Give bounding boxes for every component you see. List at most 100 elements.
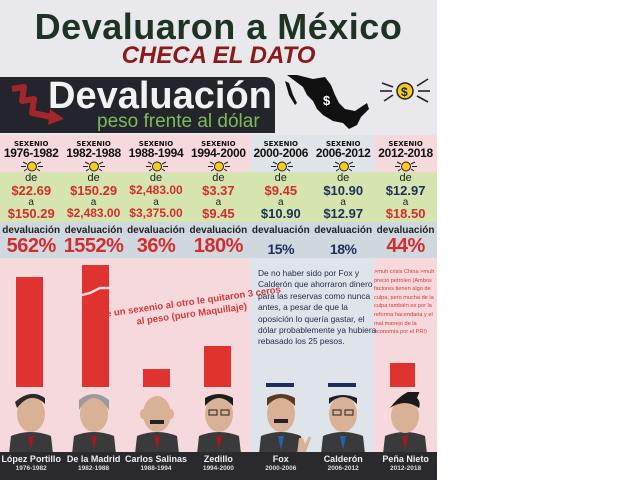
president-years: 1994-2000 xyxy=(202,465,234,472)
devaluation-value: 36% xyxy=(136,235,176,257)
president-name: Peña Nieto xyxy=(382,454,429,464)
dollar-coin-icon: $ xyxy=(380,78,430,103)
devaluation-label: devaluación xyxy=(314,225,373,236)
devaluation-label: devaluación xyxy=(251,225,310,236)
sexenio-label: SEXENIO xyxy=(76,140,111,148)
rate-from: $12.97 xyxy=(385,183,426,198)
president-years: 2000-2006 xyxy=(265,465,297,472)
dollar-coin-icon xyxy=(145,161,168,172)
sexenio-years: 1988-1994 xyxy=(128,146,184,160)
banner-subtitle: peso frente al dólar xyxy=(97,111,260,132)
devaluation-bar xyxy=(82,265,110,387)
dollar-coin-icon xyxy=(333,161,355,172)
sexenio-years: 1994-2000 xyxy=(191,146,246,160)
page-title: Devaluaron a México xyxy=(34,6,403,47)
devaluation-value: 44% xyxy=(386,235,425,257)
devaluation-value: 15% xyxy=(267,241,295,257)
sexenio-column-1994-2000: SEXENIO 1994-2000 de $3.37 a $9.45 deval… xyxy=(187,135,250,455)
bar-break-icon xyxy=(82,286,110,297)
infographic: Devaluaron a México CHECA EL DATO Devalu… xyxy=(0,0,437,480)
devaluation-bar xyxy=(390,363,416,387)
president-name: Calderón xyxy=(323,454,363,464)
dollar-coin-icon xyxy=(395,161,418,172)
rate-from: $3.37 xyxy=(202,183,235,198)
devaluation-label: devaluación xyxy=(376,225,435,236)
president-caricatures xyxy=(9,392,427,454)
to-label: a xyxy=(90,197,97,208)
president-name: Fox xyxy=(272,454,289,464)
sexenio-years: 2012-2018 xyxy=(378,146,433,160)
svg-text:$: $ xyxy=(401,85,408,99)
rate-from: $9.45 xyxy=(264,183,298,198)
rate-from: $2,483.00 xyxy=(129,183,183,197)
president-name: Carlos Salinas xyxy=(124,454,187,464)
president-face-icon xyxy=(9,392,427,454)
from-label: de xyxy=(87,172,100,184)
president-years: 1982-1988 xyxy=(78,465,110,472)
sexenio-years: 1982-1988 xyxy=(66,146,121,160)
from-label: de xyxy=(25,172,38,184)
rate-to: $150.29 xyxy=(7,206,55,221)
president-years: 2006-2012 xyxy=(327,465,359,472)
banner-title: Devaluación xyxy=(48,75,272,117)
from-label: de xyxy=(149,172,163,184)
footer-bar xyxy=(0,452,437,480)
sexenio-label: SEXENIO xyxy=(201,140,236,148)
devaluation-label: devaluación xyxy=(127,225,185,236)
sexenio-label: SEXENIO xyxy=(388,140,423,148)
sexenio-label: SEXENIO xyxy=(263,140,298,148)
dollar-coin-icon xyxy=(270,161,293,172)
devaluation-banner: Devaluación peso frente al dólar xyxy=(0,75,275,133)
sexenio-column-2000-2006: SEXENIO 2000-2006 de $9.45 a $10.90 deva… xyxy=(249,135,312,455)
sexenio-label: SEXENIO xyxy=(325,140,361,148)
president-years: 1988-1994 xyxy=(140,465,172,472)
rate-to: $18.50 xyxy=(385,206,426,221)
sexenio-years: 2006-2012 xyxy=(315,146,371,160)
devaluation-value: 1552% xyxy=(63,235,124,257)
devaluation-value: 562% xyxy=(6,235,57,257)
to-label: a xyxy=(153,197,159,208)
devaluation-bar xyxy=(204,346,232,387)
devaluation-bar xyxy=(328,383,356,387)
mexico-map-icon: $ xyxy=(285,75,369,129)
devaluation-label: devaluación xyxy=(2,225,61,236)
president-name: López Portillo xyxy=(1,454,61,464)
rate-to: $3,375.00 xyxy=(129,206,183,220)
annotation-pri: >muh crisis China >muh precio petroleo (… xyxy=(374,269,435,336)
dollar-coin-icon xyxy=(83,161,106,172)
devaluation-value: 18% xyxy=(329,241,357,257)
page-subtitle: CHECA EL DATO xyxy=(121,42,316,69)
from-label: de xyxy=(212,172,225,184)
devaluation-value: 180% xyxy=(193,235,244,257)
rate-to: $2,483.00 xyxy=(66,206,121,220)
president-years: 2012-2018 xyxy=(390,465,422,472)
svg-text:$: $ xyxy=(323,93,331,108)
devaluation-bar xyxy=(142,369,170,387)
to-label: a xyxy=(215,197,222,208)
sexenio-years: 1976-1982 xyxy=(3,146,59,160)
to-label: a xyxy=(340,197,346,208)
rate-from: $22.69 xyxy=(11,183,52,198)
president-name: Zedillo xyxy=(203,454,233,464)
from-label: de xyxy=(399,172,412,184)
dollar-coin-icon xyxy=(21,161,43,172)
dollar-coin-icon xyxy=(208,161,231,172)
from-label: de xyxy=(337,172,350,184)
rate-from: $10.90 xyxy=(323,183,364,198)
devaluation-label: devaluación xyxy=(189,225,248,236)
devaluation-label: devaluación xyxy=(64,225,123,236)
annotation-fox-calderon: De no haber sido por Fox y Calderón que … xyxy=(258,268,377,347)
rate-to: $10.90 xyxy=(260,206,301,221)
devaluation-bar xyxy=(265,383,294,387)
down-trend-arrow-icon xyxy=(11,84,64,125)
sexenio-years: 2000-2006 xyxy=(253,146,309,160)
sexenio-label: SEXENIO xyxy=(13,140,49,148)
devaluation-bar xyxy=(16,277,43,387)
to-label: a xyxy=(28,197,34,208)
president-name: De la Madrid xyxy=(66,454,121,464)
sexenio-label: SEXENIO xyxy=(138,140,174,148)
to-label: a xyxy=(402,197,409,208)
president-years: 1976-1982 xyxy=(15,465,47,472)
to-label: a xyxy=(278,197,284,208)
rate-to: $9.45 xyxy=(202,206,235,221)
